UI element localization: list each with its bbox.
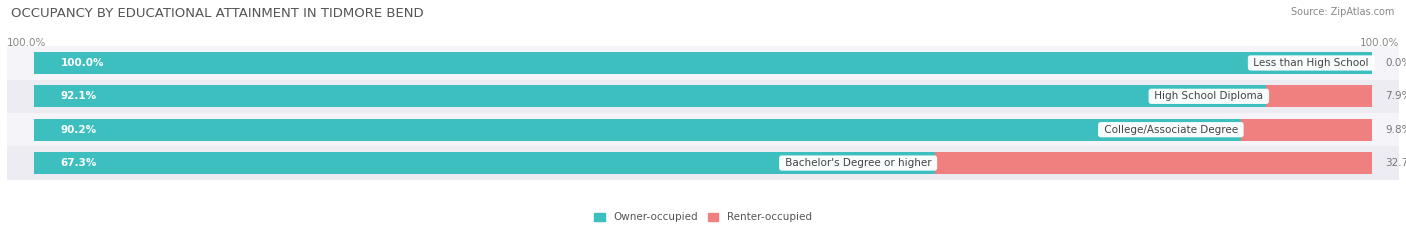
Text: 9.8%: 9.8% [1385, 125, 1406, 135]
Bar [1267, 86, 1372, 107]
Text: OCCUPANCY BY EDUCATIONAL ATTAINMENT IN TIDMORE BEND: OCCUPANCY BY EDUCATIONAL ATTAINMENT IN T… [11, 7, 423, 20]
Bar [7, 146, 1399, 180]
Text: Source: ZipAtlas.com: Source: ZipAtlas.com [1291, 7, 1395, 17]
Text: College/Associate Degree: College/Associate Degree [1101, 125, 1241, 135]
Legend: Owner-occupied, Renter-occupied: Owner-occupied, Renter-occupied [595, 212, 811, 222]
Text: High School Diploma: High School Diploma [1152, 91, 1267, 101]
Text: Bachelor's Degree or higher: Bachelor's Degree or higher [782, 158, 935, 168]
Bar [34, 52, 1372, 74]
Bar [34, 152, 935, 174]
Bar [935, 152, 1372, 174]
Bar [34, 119, 1241, 140]
Bar [7, 113, 1399, 146]
Text: Less than High School: Less than High School [1250, 58, 1372, 68]
Text: 100.0%: 100.0% [1360, 38, 1399, 48]
Text: 100.0%: 100.0% [60, 58, 104, 68]
Bar [1241, 119, 1372, 140]
Text: 90.2%: 90.2% [60, 125, 97, 135]
Bar [34, 86, 1267, 107]
Text: 7.9%: 7.9% [1385, 91, 1406, 101]
Text: 0.0%: 0.0% [1385, 58, 1406, 68]
Text: 100.0%: 100.0% [7, 38, 46, 48]
Bar [7, 46, 1399, 80]
Text: 32.7%: 32.7% [1385, 158, 1406, 168]
Bar [7, 80, 1399, 113]
Text: 92.1%: 92.1% [60, 91, 97, 101]
Text: 67.3%: 67.3% [60, 158, 97, 168]
